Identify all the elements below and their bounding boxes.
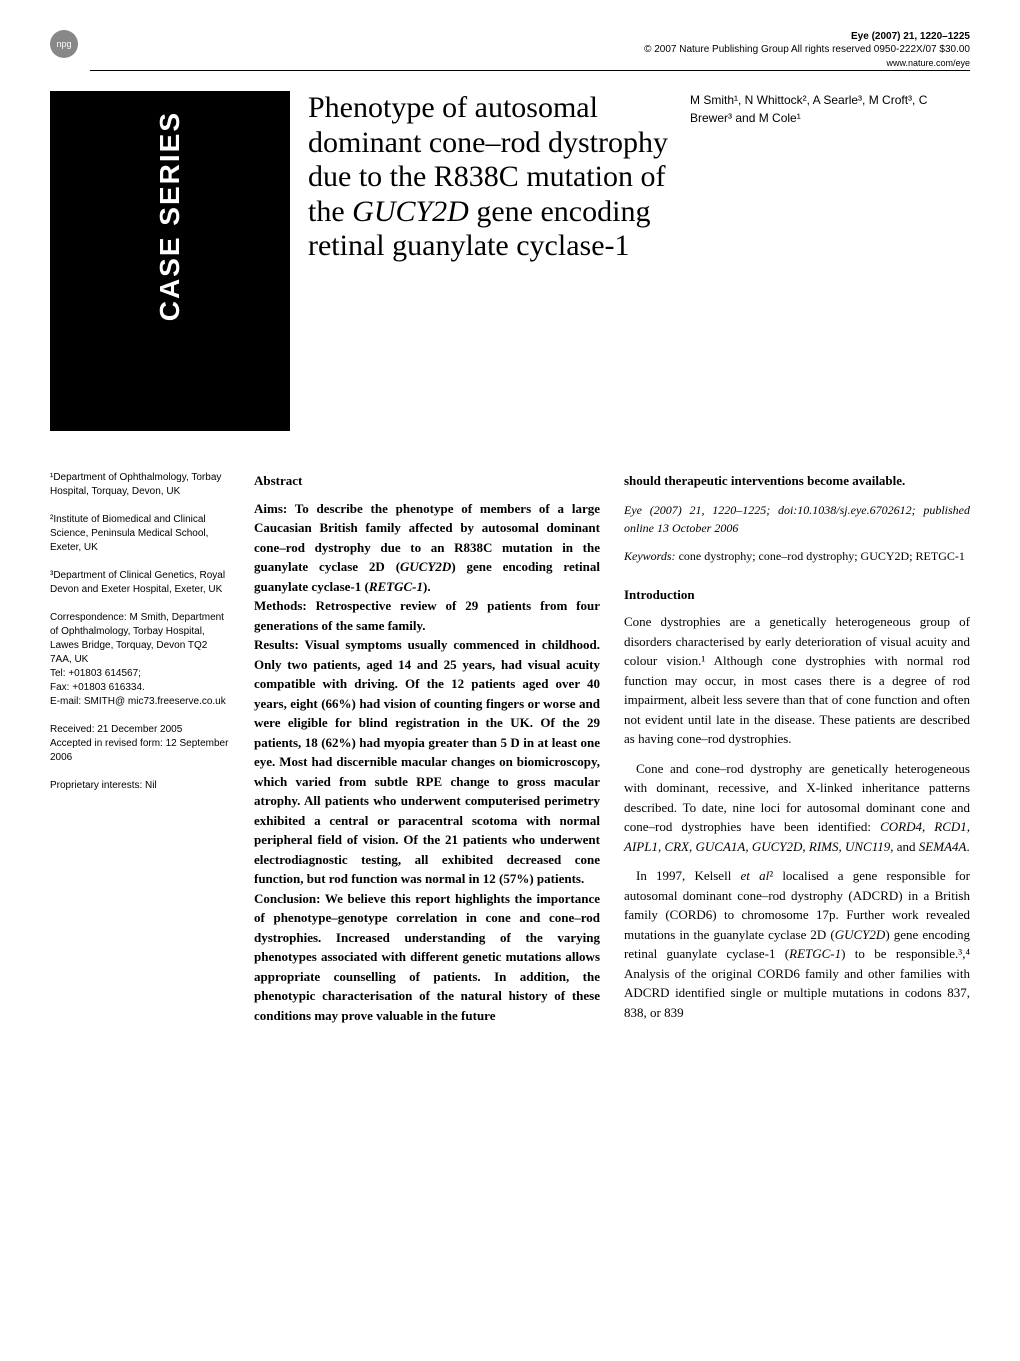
received-date: Received: 21 December 2005 xyxy=(50,723,230,737)
intro-p3: In 1997, Kelsell et al² localised a gene… xyxy=(624,866,970,1022)
intro-p2b: , and xyxy=(890,839,919,854)
intro-p2c: . xyxy=(966,839,969,854)
aims-para: Aims: To describe the phenotype of membe… xyxy=(254,499,600,597)
intro-p3-etal: et al xyxy=(741,868,770,883)
aims-label: Aims: xyxy=(254,501,287,516)
case-series-box: CASE SERIES xyxy=(50,91,290,431)
continuation: should therapeutic interventions become … xyxy=(624,471,970,491)
page: npg Eye (2007) 21, 1220–1225 © 2007 Natu… xyxy=(0,0,1020,1361)
fax: Fax: +01803 616334. xyxy=(50,681,230,695)
logo-text: npg xyxy=(56,39,71,49)
affiliation-2: ²Institute of Biomedical and Clinical Sc… xyxy=(50,513,230,555)
doi-line: Eye (2007) 21, 1220–1225; doi:10.1038/sj… xyxy=(624,503,970,535)
intro-p2-gene2: SEMA4A xyxy=(919,839,967,854)
dates-block: Received: 21 December 2005 Accepted in r… xyxy=(50,723,230,765)
email: E-mail: SMITH@ mic73.freeserve.co.uk xyxy=(50,695,230,709)
title-block: Phenotype of autosomal dominant cone–rod… xyxy=(290,91,690,431)
accepted-date: Accepted in revised form: 12 September 2… xyxy=(50,737,230,765)
right-column: should therapeutic interventions become … xyxy=(624,471,970,1032)
abstract-heading: Abstract xyxy=(254,471,600,491)
proprietary: Proprietary interests: Nil xyxy=(50,779,230,793)
conclusion-label: Conclusion: xyxy=(254,891,320,906)
journal-url: www.nature.com/eye xyxy=(90,58,970,68)
main-content: ¹Department of Ophthalmology, Torbay Hos… xyxy=(50,471,970,1032)
keywords-text: cone dystrophy; cone–rod dystrophy; GUCY… xyxy=(676,549,965,563)
npg-logo: npg xyxy=(50,30,78,58)
results-text: Visual symptoms usually commenced in chi… xyxy=(254,637,600,886)
journal-header: npg Eye (2007) 21, 1220–1225 © 2007 Natu… xyxy=(50,30,970,71)
doi-block: Eye (2007) 21, 1220–1225; doi:10.1038/sj… xyxy=(624,501,970,537)
results-para: Results: Visual symptoms usually commenc… xyxy=(254,635,600,889)
intro-p2: Cone and cone–rod dystrophy are genetica… xyxy=(624,759,970,857)
correspondence: Correspondence: M Smith, Department of O… xyxy=(50,611,230,709)
tel: Tel: +01803 614567; xyxy=(50,667,230,681)
aims-text3: ). xyxy=(423,579,431,594)
case-series-label: CASE SERIES xyxy=(154,111,186,321)
intro-p3-gene: GUCY2D xyxy=(835,927,886,942)
intro-p1: Cone dystrophies are a genetically heter… xyxy=(624,612,970,749)
article-title: Phenotype of autosomal dominant cone–rod… xyxy=(308,91,670,264)
results-label: Results: xyxy=(254,637,299,652)
intro-p3-gene2: RETGC-1 xyxy=(789,946,841,961)
conclusion-para: Conclusion: We believe this report highl… xyxy=(254,889,600,1026)
correspondence-text: Correspondence: M Smith, Department of O… xyxy=(50,611,230,667)
methods-para: Methods: Retrospective review of 29 pati… xyxy=(254,596,600,635)
authors: M Smith¹, N Whittock², A Searle³, M Crof… xyxy=(690,93,927,125)
abstract-body: Aims: To describe the phenotype of membe… xyxy=(254,499,600,1026)
affiliation-3: ³Department of Clinical Genetics, Royal … xyxy=(50,569,230,597)
sidebar: ¹Department of Ophthalmology, Torbay Hos… xyxy=(50,471,230,1032)
affiliation-1: ¹Department of Ophthalmology, Torbay Hos… xyxy=(50,471,230,499)
methods-text: Retrospective review of 29 patients from… xyxy=(254,598,600,633)
aims-gene2: RETGC-1 xyxy=(369,579,423,594)
title-gene: GUCY2D xyxy=(352,195,469,228)
journal-ref: Eye (2007) 21, 1220–1225 xyxy=(90,30,970,43)
journal-info: Eye (2007) 21, 1220–1225 © 2007 Nature P… xyxy=(90,30,970,71)
keywords: Keywords: cone dystrophy; cone–rod dystr… xyxy=(624,547,970,565)
left-column: Abstract Aims: To describe the phenotype… xyxy=(254,471,600,1032)
intro-p3a: In 1997, Kelsell xyxy=(636,868,741,883)
conclusion-text: We believe this report highlights the im… xyxy=(254,891,600,1023)
methods-label: Methods: xyxy=(254,598,307,613)
aims-gene: GUCY2D xyxy=(400,559,451,574)
copyright-line: © 2007 Nature Publishing Group All right… xyxy=(90,43,970,56)
intro-heading: Introduction xyxy=(624,585,970,605)
authors-block: M Smith¹, N Whittock², A Searle³, M Crof… xyxy=(690,91,970,431)
title-section: CASE SERIES Phenotype of autosomal domin… xyxy=(50,91,970,431)
keywords-label: Keywords: xyxy=(624,549,676,563)
